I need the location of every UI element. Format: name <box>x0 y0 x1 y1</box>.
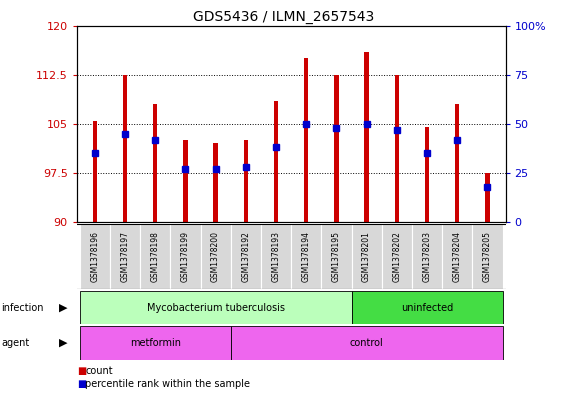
Bar <box>244 140 248 222</box>
Text: GSM1378199: GSM1378199 <box>181 231 190 282</box>
Text: GSM1378194: GSM1378194 <box>302 231 311 282</box>
Text: GSM1378193: GSM1378193 <box>272 231 281 282</box>
Bar <box>364 52 369 222</box>
Bar <box>140 224 170 289</box>
Bar <box>304 58 308 222</box>
Text: Mycobacterium tuberculosis: Mycobacterium tuberculosis <box>147 303 285 312</box>
Bar <box>473 224 503 289</box>
Text: count: count <box>85 366 113 376</box>
Bar <box>321 224 352 289</box>
Text: GSM1378195: GSM1378195 <box>332 231 341 282</box>
Bar <box>352 291 503 324</box>
Text: GSM1378196: GSM1378196 <box>90 231 99 282</box>
Bar <box>412 224 442 289</box>
Bar <box>334 75 339 222</box>
Bar <box>110 224 140 289</box>
Text: GSM1378202: GSM1378202 <box>392 231 402 282</box>
Bar <box>201 224 231 289</box>
Text: GSM1378201: GSM1378201 <box>362 231 371 282</box>
Bar <box>442 224 473 289</box>
Bar <box>214 143 218 222</box>
Bar <box>395 75 399 222</box>
Text: infection: infection <box>1 303 44 312</box>
Text: GSM1378192: GSM1378192 <box>241 231 250 282</box>
Text: GDS5436 / ILMN_2657543: GDS5436 / ILMN_2657543 <box>193 10 375 24</box>
Text: GSM1378197: GSM1378197 <box>120 231 130 282</box>
Text: GSM1378203: GSM1378203 <box>423 231 432 282</box>
Text: agent: agent <box>1 338 30 348</box>
Bar <box>170 224 201 289</box>
Bar <box>231 224 261 289</box>
Text: control: control <box>350 338 383 348</box>
Bar <box>274 101 278 222</box>
Bar <box>352 224 382 289</box>
Text: ▶: ▶ <box>59 303 67 312</box>
Bar <box>231 326 503 360</box>
Text: metformin: metformin <box>130 338 181 348</box>
Text: ▶: ▶ <box>59 338 67 348</box>
Bar <box>93 121 97 222</box>
Text: ■: ■ <box>77 379 86 389</box>
Bar <box>291 224 321 289</box>
Bar <box>455 104 460 222</box>
Bar <box>382 224 412 289</box>
Text: GSM1378205: GSM1378205 <box>483 231 492 282</box>
Text: ■: ■ <box>77 366 86 376</box>
Bar <box>261 224 291 289</box>
Bar <box>485 173 490 222</box>
Bar <box>80 326 231 360</box>
Bar <box>183 140 187 222</box>
Text: percentile rank within the sample: percentile rank within the sample <box>85 379 250 389</box>
Bar <box>153 104 157 222</box>
Bar <box>80 291 352 324</box>
Bar <box>80 224 110 289</box>
Text: uninfected: uninfected <box>401 303 453 312</box>
Bar <box>123 75 127 222</box>
Text: GSM1378204: GSM1378204 <box>453 231 462 282</box>
Text: GSM1378198: GSM1378198 <box>151 231 160 282</box>
Text: GSM1378200: GSM1378200 <box>211 231 220 282</box>
Bar <box>425 127 429 222</box>
